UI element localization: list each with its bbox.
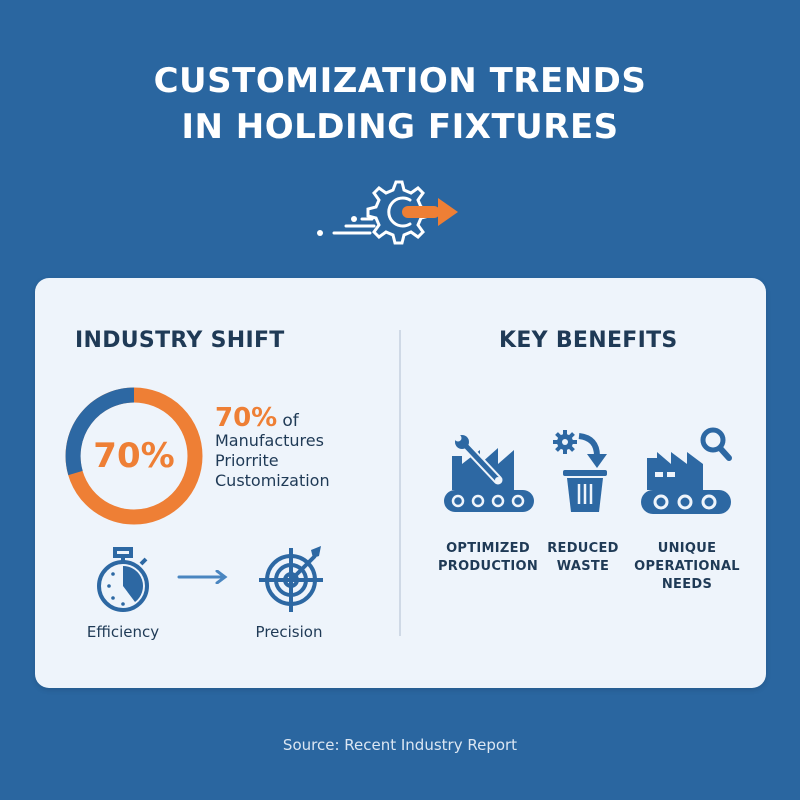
stat-line-2: Manufactures bbox=[215, 431, 324, 450]
precision-label: Precision bbox=[255, 623, 323, 641]
factory-search-conveyor-icon bbox=[641, 427, 732, 514]
stat-percent: 70% bbox=[215, 403, 278, 433]
target-icon bbox=[259, 546, 323, 612]
key-benefits-title: KEY BENEFITS bbox=[499, 328, 678, 353]
page-title: CUSTOMIZATION TRENDS IN HOLDING FIXTURES bbox=[0, 58, 800, 150]
benefit-reduced-waste: REDUCED WASTE bbox=[547, 541, 619, 574]
section-divider bbox=[399, 330, 401, 636]
title-line-2: IN HOLDING FIXTURES bbox=[181, 107, 619, 147]
arrow-right-icon bbox=[177, 570, 228, 584]
benefit-optimized-production: OPTIMIZED PRODUCTION bbox=[437, 541, 539, 574]
donut-chart bbox=[65, 387, 203, 525]
factory-wrench-conveyor-icon bbox=[444, 434, 534, 512]
donut-value: 70% bbox=[93, 436, 175, 476]
stat-text: 70% of Manufactures Priorrite Customizat… bbox=[215, 405, 330, 491]
source-note: Source: Recent Industry Report bbox=[282, 736, 518, 754]
title-line-1: CUSTOMIZATION TRENDS bbox=[153, 61, 647, 101]
stat-line-3: Priorrite bbox=[215, 451, 279, 470]
industry-shift-title: INDUSTRY SHIFT bbox=[75, 328, 285, 353]
stat-of: of bbox=[282, 411, 299, 431]
stopwatch-icon bbox=[97, 547, 149, 612]
stat-line-4: Customization bbox=[215, 471, 330, 490]
trash-gear-icon bbox=[553, 430, 607, 512]
info-card: INDUSTRY SHIFT 70% 70% of Manufactures P… bbox=[35, 278, 766, 688]
efficiency-label: Efficiency bbox=[86, 623, 160, 641]
gear-with-arrow-icon bbox=[317, 180, 458, 245]
benefit-unique-operational-needs: UNIQUE OPERATIONAL NEEDS bbox=[634, 541, 740, 592]
